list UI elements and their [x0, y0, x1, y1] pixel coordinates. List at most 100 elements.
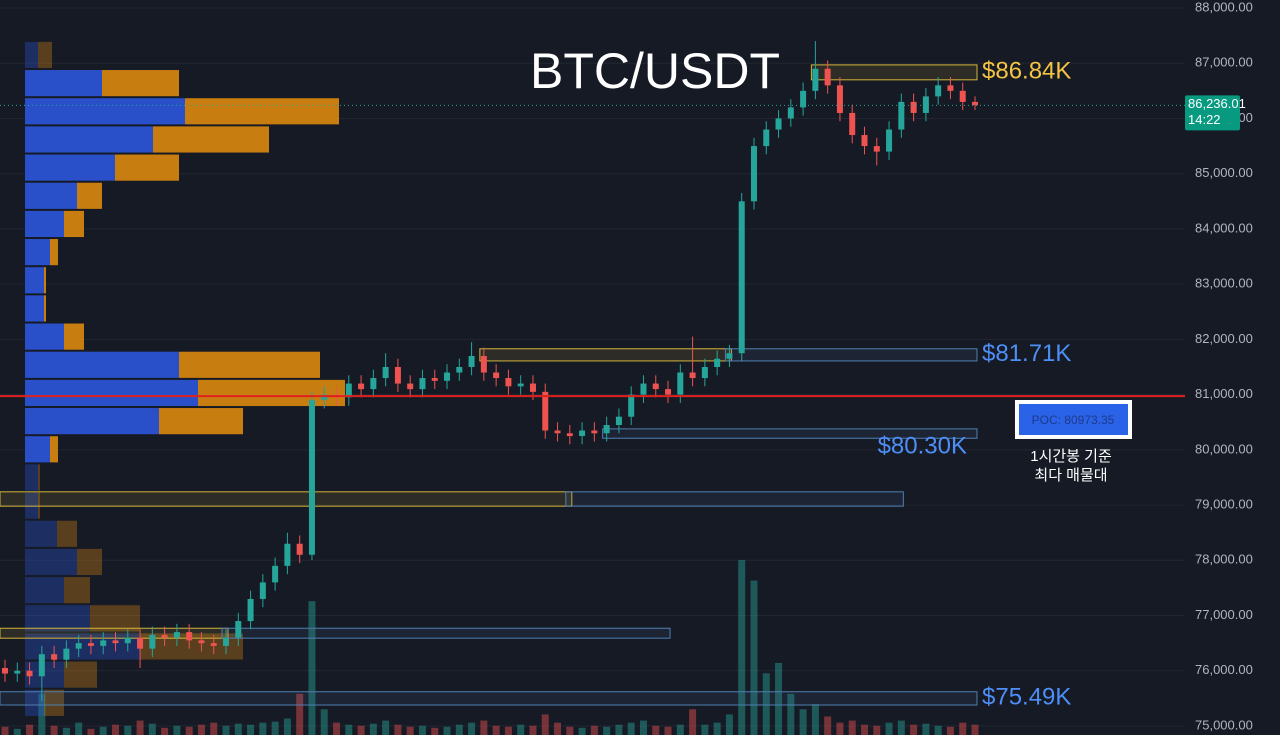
candle-body — [370, 378, 377, 390]
volume-bar — [148, 723, 156, 735]
volume-bar — [529, 725, 537, 735]
profile-bar — [25, 210, 64, 238]
profile-bar — [25, 126, 153, 153]
candle-body — [51, 654, 58, 660]
chart-title: BTC/USDT — [530, 43, 780, 99]
volume-bar — [394, 724, 402, 735]
volume-bar — [897, 720, 905, 735]
volume-bar — [627, 722, 635, 735]
candle-body — [517, 383, 524, 387]
profile-bar — [25, 295, 44, 322]
profile-bar — [115, 154, 179, 181]
volume-bar — [762, 673, 770, 735]
zone — [479, 348, 732, 362]
volume-bar — [775, 662, 783, 735]
candle-body — [259, 582, 266, 599]
candle-body — [468, 355, 475, 368]
candle-body — [972, 101, 978, 106]
volume-bar — [873, 725, 881, 735]
grid: 75,000.00 76,000.00 77,000.00 78,000.00 79,0… — [0, 0, 1253, 732]
profile-bar — [25, 436, 50, 463]
volume-bar — [848, 720, 856, 735]
candle-body — [787, 107, 794, 119]
profile-bar — [25, 41, 38, 69]
candle-body — [284, 543, 291, 566]
y-tick-label: 84,000.00 — [1195, 220, 1253, 235]
volume-bar — [468, 722, 476, 735]
candle-body — [665, 389, 672, 395]
volume-bar — [369, 723, 377, 735]
volume-bar — [38, 693, 46, 735]
volume-bar — [382, 720, 390, 735]
profile-bar — [44, 295, 46, 322]
candle-body — [493, 372, 500, 379]
profile-bar — [25, 464, 38, 491]
volume-bar — [639, 720, 647, 735]
profile-bar — [25, 323, 64, 350]
candle-body — [886, 129, 893, 152]
volume-bar — [566, 726, 574, 735]
last-price-tag — [1185, 95, 1240, 131]
volume-bar — [480, 720, 488, 735]
candle-body — [173, 632, 180, 638]
volume-bar — [443, 726, 451, 735]
volume-bar — [517, 724, 525, 735]
volume-bar — [173, 725, 181, 735]
volume-bar — [197, 724, 205, 735]
volume-bar — [578, 727, 586, 735]
profile-bar — [25, 408, 159, 435]
candle-body — [63, 648, 70, 660]
volume-bar — [161, 727, 169, 735]
volume-bar — [541, 714, 549, 735]
candle-body — [75, 643, 82, 649]
volume-bar — [554, 722, 562, 735]
candle-body — [112, 640, 119, 644]
candle-body — [198, 640, 205, 644]
volume-bar — [750, 580, 758, 735]
candle-body — [898, 101, 905, 130]
volume-bar — [676, 724, 684, 735]
candle-body — [836, 85, 843, 113]
candle-body — [456, 367, 463, 373]
candle-body — [296, 543, 303, 555]
profile-bar — [25, 267, 44, 294]
candle-body — [935, 85, 942, 97]
candle-body — [628, 394, 635, 417]
candle-body — [714, 358, 721, 368]
candle-body — [849, 112, 856, 136]
profile-bar — [38, 41, 52, 69]
candle-body — [100, 640, 107, 646]
candle-body — [529, 383, 536, 392]
profile-bar — [77, 548, 102, 576]
profile-bar — [90, 605, 140, 632]
candle-body — [677, 372, 684, 395]
candle-body — [861, 135, 868, 147]
candle-body — [652, 383, 659, 390]
volume-bar — [1, 726, 9, 735]
candle-body — [542, 391, 549, 431]
last-price-label: 86,236.01 — [1188, 96, 1246, 111]
volume-bar — [234, 723, 242, 735]
zone — [0, 691, 978, 706]
y-tick-label: 87,000.00 — [1195, 55, 1253, 70]
candle-body — [308, 400, 315, 555]
volume-bar — [799, 709, 807, 735]
volume-bar — [320, 709, 328, 735]
zone — [810, 64, 978, 81]
volume-bar — [615, 724, 623, 735]
volume-bar — [75, 722, 83, 735]
volume-bar — [713, 722, 721, 735]
volume-bar — [934, 725, 942, 735]
candle-body — [87, 643, 94, 646]
profile-bar — [77, 182, 102, 209]
candle-body — [689, 372, 696, 379]
profile-bar — [159, 408, 243, 435]
candle-body — [235, 621, 242, 638]
candle-body — [149, 634, 156, 649]
profile-bar — [25, 689, 44, 716]
zone — [0, 491, 573, 507]
profile-bar — [25, 351, 179, 378]
profile-bar — [25, 154, 115, 181]
candle-body — [640, 383, 647, 395]
